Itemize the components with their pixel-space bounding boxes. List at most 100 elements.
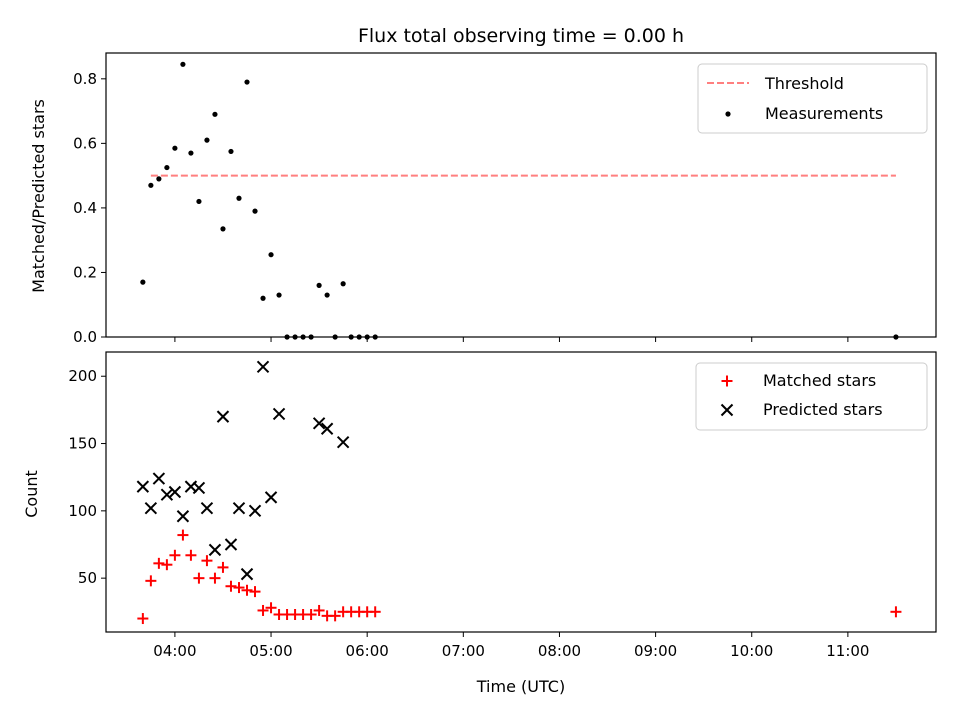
- matched-star-point: [177, 529, 189, 541]
- y-tick-label-top: 0.6: [73, 134, 97, 152]
- y-tick-label-top: 0.2: [73, 263, 97, 281]
- x-tick-label: 11:00: [826, 642, 869, 660]
- x-tick-label: 05:00: [249, 642, 292, 660]
- predicted-star-point: [264, 491, 278, 504]
- legend-measurements-swatch: [725, 111, 731, 117]
- measurement-point: [188, 150, 194, 156]
- matched-star-point: [217, 561, 229, 573]
- predicted-star-point: [240, 567, 254, 581]
- predicted-star-point: [224, 538, 238, 551]
- measurement-point: [172, 145, 178, 151]
- legend-predicted-swatch: [720, 403, 734, 417]
- legend-bottom: [695, 362, 928, 431]
- matched-star-point: [233, 582, 245, 594]
- matched-star-point: [193, 572, 205, 584]
- predicted-star-point: [336, 435, 350, 449]
- measurement-point: [340, 281, 346, 287]
- measurement-point: [196, 198, 202, 205]
- matched-star-point: [313, 604, 325, 616]
- predicted-star-point: [136, 480, 150, 493]
- predicted-star-point: [232, 501, 246, 515]
- measurement-point: [140, 279, 146, 285]
- axes: 04:00 05:00 06:00 07:00 08:00 09:00 10:00 11:00…: [68, 52, 937, 660]
- y-tick-label-top: 0.0: [73, 328, 97, 346]
- matched-star-point: [169, 549, 181, 561]
- matched-star-point: [241, 584, 253, 596]
- measurement-point: [276, 292, 282, 298]
- y-tick-label-bottom: 50: [78, 569, 97, 587]
- predicted-star-point: [208, 543, 222, 557]
- legend-matched-swatch: [721, 375, 733, 387]
- measurement-point: [180, 61, 186, 67]
- predicted-star-point: [272, 407, 286, 421]
- predicted-star-point: [160, 488, 174, 501]
- measurement-point: [268, 252, 274, 258]
- matched-star-point: [161, 559, 173, 571]
- matched-star-point: [249, 586, 261, 598]
- y-tick-label-bottom: 100: [68, 502, 97, 520]
- x-tick-label: 06:00: [346, 642, 389, 660]
- predicted-star-point: [168, 485, 182, 499]
- y-tick-label-bottom: 150: [68, 435, 97, 453]
- y-tick-label-bottom: 200: [68, 367, 97, 385]
- matched-star-point: [225, 580, 237, 592]
- predicted-star-point: [176, 510, 190, 523]
- data-marks: [136, 61, 902, 625]
- y-axis-label-top: Matched/Predicted stars: [29, 99, 48, 293]
- measurement-point: [236, 195, 242, 201]
- matched-star-point: [201, 555, 213, 567]
- y-tick-label-top: 0.8: [73, 70, 97, 88]
- legends: Threshold Measurements Matched stars Predic…: [695, 63, 928, 431]
- predicted-star-point: [200, 501, 214, 515]
- matched-star-point: [890, 606, 902, 618]
- measurement-point: [220, 226, 226, 232]
- text-labels: Flux total observing time = 0.00 h Match…: [22, 25, 684, 696]
- measurement-point: [324, 292, 330, 298]
- matched-star-point: [329, 610, 341, 622]
- matched-star-point: [145, 575, 157, 587]
- x-tick-label: 08:00: [538, 642, 581, 660]
- legend-predicted-label: Predicted stars: [763, 400, 883, 419]
- predicted-star-point: [216, 410, 230, 423]
- matched-star-point: [369, 606, 381, 618]
- x-tick-label: 09:00: [634, 642, 677, 660]
- predicted-star-point: [320, 422, 334, 435]
- matched-star-point: [153, 557, 165, 569]
- predicted-star-point: [248, 504, 262, 518]
- matched-star-point: [305, 609, 317, 620]
- chart-title: Flux total observing time = 0.00 h: [358, 25, 684, 47]
- measurement-point: [244, 79, 250, 85]
- measurement-point: [260, 295, 266, 301]
- predicted-star-point: [192, 481, 206, 495]
- predicted-star-point: [152, 472, 166, 485]
- x-tick-label: 10:00: [730, 642, 773, 660]
- axes-frame-bottom: [105, 351, 937, 633]
- measurement-point: [204, 137, 210, 143]
- y-axis-label-bottom: Count: [22, 470, 41, 518]
- measurement-point: [156, 176, 162, 182]
- predicted-star-point: [256, 360, 270, 374]
- matched-star-point: [265, 602, 277, 614]
- measurement-point: [212, 111, 218, 117]
- matched-star-point: [137, 613, 149, 625]
- matched-star-point: [257, 604, 269, 616]
- predicted-star-point: [144, 501, 158, 515]
- legend-threshold-label: Threshold: [764, 74, 844, 93]
- measurement-point: [228, 148, 234, 155]
- measurement-point: [316, 282, 322, 288]
- matched-star-point: [209, 572, 221, 584]
- legend-measurements-label: Measurements: [765, 104, 883, 123]
- predicted-star-point: [312, 417, 326, 430]
- measurement-point: [148, 182, 154, 188]
- x-axis-label: Time (UTC): [476, 677, 565, 696]
- x-tick-label: 07:00: [442, 642, 485, 660]
- x-tick-label: 04:00: [153, 642, 196, 660]
- measurement-point: [164, 164, 170, 171]
- legend-top: [697, 63, 928, 134]
- legend-matched-label: Matched stars: [763, 371, 876, 390]
- measurement-point: [252, 208, 258, 214]
- axes-frame-top: [105, 52, 937, 338]
- matched-star-point: [185, 549, 197, 561]
- y-tick-label-top: 0.4: [73, 199, 97, 217]
